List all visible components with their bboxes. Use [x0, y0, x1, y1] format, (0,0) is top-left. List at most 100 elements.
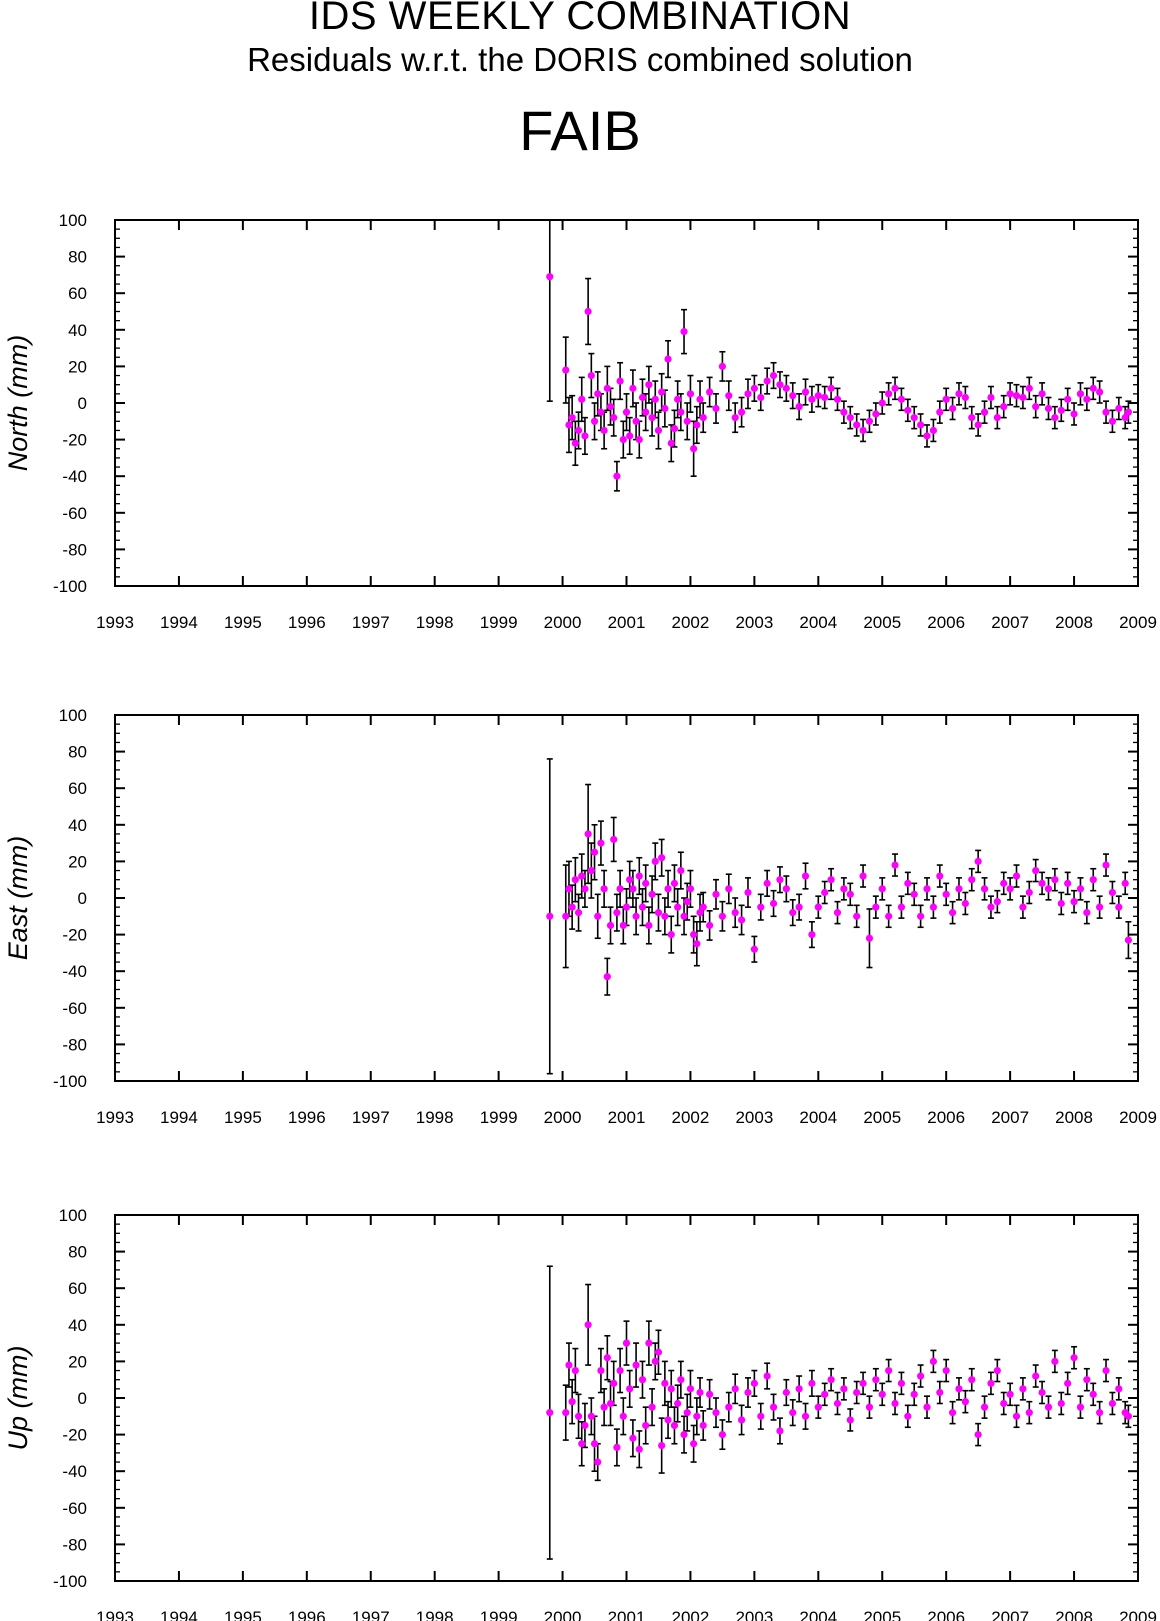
x-tick-label: 1998 — [416, 613, 454, 632]
x-tick-label: 1993 — [96, 1608, 134, 1621]
data-point — [980, 885, 989, 893]
data-point — [948, 404, 957, 413]
data-point — [1096, 388, 1104, 396]
data-point — [833, 1399, 842, 1408]
data-point — [840, 408, 848, 416]
data-point — [725, 1403, 733, 1411]
x-tick-label: 2007 — [991, 1108, 1029, 1127]
data-point — [757, 903, 765, 911]
x-tick-label: 2006 — [927, 613, 965, 632]
data-point — [923, 885, 931, 893]
data-point — [677, 1376, 685, 1384]
data-point — [1124, 408, 1133, 416]
data-point — [1102, 408, 1110, 416]
x-tick-label: 1999 — [480, 1108, 518, 1127]
data-point — [651, 857, 659, 866]
data-point — [690, 445, 698, 453]
x-tick-label: 1996 — [288, 613, 326, 632]
data-point — [942, 1366, 950, 1375]
data-point — [664, 1416, 672, 1424]
y-tick-label: 0 — [78, 394, 87, 413]
data-point — [968, 876, 976, 884]
data-point — [699, 414, 707, 422]
data-point — [622, 408, 631, 416]
data-point — [744, 390, 752, 398]
data-point — [936, 872, 944, 880]
data-point — [578, 872, 586, 880]
data-point — [757, 1412, 765, 1420]
data-point — [635, 1445, 643, 1453]
data-point — [923, 432, 931, 440]
data-point — [680, 912, 688, 920]
data-point — [642, 408, 650, 416]
data-point — [648, 414, 656, 422]
data-point — [654, 909, 663, 917]
y-tick-label: -100 — [53, 1072, 87, 1091]
data-point — [750, 384, 758, 392]
data-point — [1076, 390, 1085, 398]
data-point — [597, 839, 605, 847]
x-tick-label: 2002 — [672, 613, 710, 632]
data-point — [833, 395, 842, 403]
data-point — [814, 1403, 822, 1411]
data-point — [712, 404, 720, 413]
y-tick-label: 80 — [68, 1243, 87, 1262]
data-point — [1000, 403, 1008, 411]
data-point — [846, 1416, 854, 1424]
data-point — [568, 903, 576, 911]
data-point — [594, 1458, 602, 1466]
data-point — [699, 903, 707, 911]
data-point — [980, 408, 989, 416]
data-point — [546, 1409, 554, 1417]
data-point — [993, 898, 1001, 906]
data-point — [1012, 1412, 1021, 1420]
y-tick-label: 100 — [59, 1206, 87, 1225]
data-point — [987, 1379, 995, 1387]
data-point — [731, 414, 739, 422]
panel-east: 100 80 60 40 20 0 -20 -40 -60 -80 -100 1993 1994 1995… — [3, 706, 1157, 1127]
x-tick-label: 1993 — [96, 1108, 134, 1127]
data-point — [974, 857, 982, 866]
panel-north: 100 80 60 40 20 0 -20 -40 -60 -80 -100 1993 1994 1995… — [3, 211, 1157, 632]
y-tick-label: 100 — [59, 211, 87, 230]
data-point — [744, 1388, 752, 1397]
data-point — [590, 848, 599, 856]
data-point — [562, 912, 570, 920]
data-point — [1006, 885, 1014, 893]
data-point — [789, 909, 797, 917]
data-point — [891, 861, 899, 869]
data-point — [1038, 879, 1046, 887]
data-point — [929, 1357, 938, 1365]
data-point — [801, 388, 810, 396]
y-tick-label: -100 — [53, 1572, 87, 1591]
data-point — [610, 1379, 618, 1387]
data-point — [626, 876, 634, 884]
data-point — [667, 931, 675, 939]
data-point — [661, 1379, 669, 1387]
data-point — [613, 1443, 621, 1452]
data-point — [1032, 403, 1040, 411]
data-point — [859, 426, 867, 435]
data-point — [737, 916, 746, 924]
data-point — [1089, 1390, 1097, 1398]
data-point — [686, 390, 695, 398]
x-tick-label: 2007 — [991, 613, 1029, 632]
data-point — [706, 388, 714, 396]
data-point — [1115, 1385, 1123, 1393]
data-point — [865, 1403, 874, 1411]
data-point — [622, 1339, 631, 1347]
data-point — [610, 835, 618, 844]
y-tick-label: -100 — [53, 577, 87, 596]
data-point — [606, 1399, 615, 1408]
y-tick-label: -40 — [62, 467, 87, 486]
data-point — [651, 1357, 659, 1365]
x-tick-label: 1999 — [480, 1608, 518, 1621]
x-tick-label: 2008 — [1055, 613, 1093, 632]
data-point — [562, 1409, 570, 1417]
data-point — [693, 421, 701, 429]
data-point — [565, 885, 573, 893]
data-point — [1064, 395, 1072, 403]
y-tick-label: 60 — [68, 779, 87, 798]
data-point — [968, 414, 976, 422]
data-point — [814, 903, 822, 911]
